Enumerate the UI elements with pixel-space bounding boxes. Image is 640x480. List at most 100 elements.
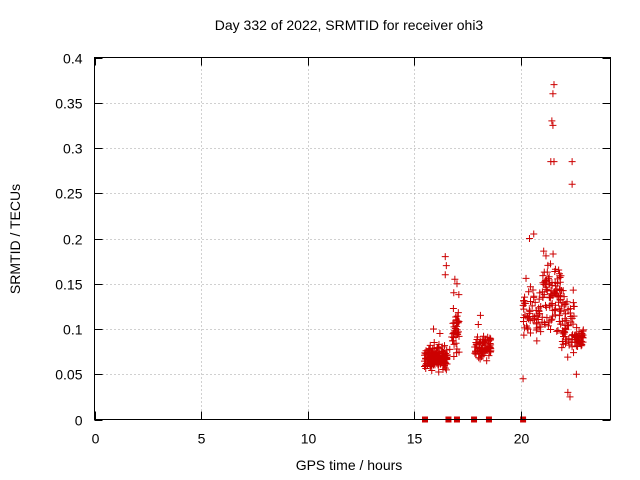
data-point (454, 309, 462, 317)
data-point (525, 235, 533, 242)
data-point (564, 305, 572, 313)
data-point (530, 293, 538, 301)
data-point (566, 309, 574, 317)
data-point (531, 298, 539, 306)
data-point (451, 324, 459, 332)
data-point (564, 388, 572, 396)
data-point (546, 294, 554, 302)
data-point (562, 317, 570, 325)
data-point (436, 330, 444, 338)
data-point (549, 121, 557, 129)
data-point (561, 310, 569, 318)
data-point (453, 312, 461, 320)
y-tick-label: 0.1 (63, 322, 83, 338)
data-point (449, 330, 457, 338)
data-point (526, 329, 534, 337)
data-point (556, 274, 564, 282)
data-point (560, 307, 568, 315)
data-point (551, 311, 559, 319)
data-point (540, 291, 548, 299)
data-point (561, 321, 569, 329)
data-point (428, 367, 436, 375)
data-point (520, 331, 528, 339)
data-point (430, 359, 438, 367)
data-point (521, 293, 529, 301)
chart-title: Day 332 of 2022, SRMTID for receiver ohi… (215, 17, 484, 33)
data-point (557, 287, 565, 295)
data-point (570, 312, 578, 320)
data-point (526, 307, 534, 315)
data-point (455, 332, 463, 340)
data-point (537, 303, 545, 311)
data-point (555, 266, 563, 274)
data-point (550, 288, 558, 296)
data-point (446, 345, 454, 353)
data-point (547, 325, 555, 333)
data-point (473, 340, 481, 348)
data-point (449, 305, 457, 313)
data-point (529, 286, 537, 294)
data-point (535, 295, 543, 303)
data-point (530, 230, 538, 238)
data-point (558, 302, 566, 310)
data-point (544, 322, 552, 330)
data-point (569, 286, 577, 294)
data-point (522, 274, 530, 282)
data-point (560, 293, 568, 301)
data-point (473, 333, 481, 341)
data-point (450, 289, 458, 297)
data-point (573, 324, 581, 332)
data-point (570, 349, 578, 357)
data-point (520, 305, 528, 313)
data-point (546, 279, 554, 287)
data-point (571, 331, 579, 339)
x-tick-label: 15 (407, 431, 423, 447)
data-point (453, 280, 461, 288)
data-point (521, 324, 529, 332)
data-point (563, 298, 571, 306)
data-point (523, 313, 531, 321)
data-point (557, 320, 565, 328)
data-point (569, 320, 577, 328)
plot-frame (94, 57, 611, 420)
data-point (452, 313, 460, 321)
data-point (433, 344, 441, 352)
y-tick-label: 0.35 (55, 96, 82, 112)
y-tick-label: 0.4 (63, 51, 83, 67)
data-point (548, 117, 556, 125)
data-point (559, 299, 567, 307)
data-point (423, 355, 431, 363)
data-point (472, 339, 480, 347)
data-point (543, 314, 551, 322)
data-point (526, 298, 534, 306)
y-tick-label: 0.2 (63, 232, 83, 248)
data-point (441, 271, 449, 279)
data-point (484, 333, 492, 341)
data-point (531, 313, 539, 321)
data-point (434, 361, 442, 369)
data-point (536, 310, 544, 318)
data-point (452, 319, 460, 327)
data-point (555, 312, 563, 320)
grid-lines (94, 57, 611, 420)
data-point (435, 368, 443, 376)
x-tick-label: 10 (301, 431, 317, 447)
data-point (557, 272, 565, 280)
data-point (525, 288, 533, 296)
data-point (483, 357, 491, 365)
data-point (450, 329, 458, 337)
data-point (566, 393, 574, 401)
data-point (525, 306, 533, 314)
data-point (532, 320, 540, 328)
data-point (526, 317, 534, 325)
data-point (549, 90, 557, 98)
data-point (486, 348, 494, 356)
data-point (472, 348, 480, 356)
data-point (572, 370, 580, 378)
data-point (533, 337, 541, 345)
y-tick-label: 0 (75, 413, 83, 429)
data-point (533, 324, 541, 332)
x-tick-label: 5 (198, 431, 206, 447)
y-tick-label: 0.05 (55, 367, 82, 383)
